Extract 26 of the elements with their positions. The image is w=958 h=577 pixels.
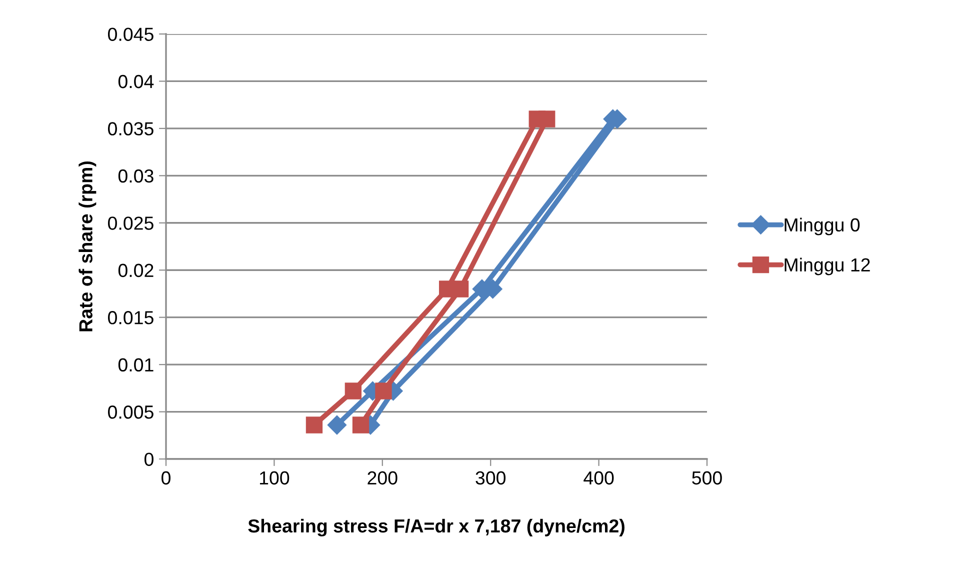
y-tick-label: 0.045 xyxy=(108,28,154,41)
x-tick-label: 100 xyxy=(260,471,290,485)
y-tick-label: 0.02 xyxy=(118,264,154,278)
y-tick-label: 0.005 xyxy=(108,405,154,419)
point xyxy=(327,415,346,435)
y-tick-label: 0.015 xyxy=(108,311,154,324)
legend-label: Minggu 0 xyxy=(784,218,860,236)
legend-label: Minggu 12 xyxy=(784,258,870,276)
point xyxy=(344,382,362,400)
point xyxy=(306,416,323,434)
y-tick-label: 0.025 xyxy=(108,216,154,230)
y-tick-label: 0.03 xyxy=(118,169,154,183)
point xyxy=(538,110,556,128)
point xyxy=(352,416,370,434)
point xyxy=(375,382,392,400)
y-tick-label: 0.035 xyxy=(108,122,154,136)
y-tick-label: 0.04 xyxy=(118,74,154,88)
x-axis-title: Shearing stress F/A=dr x 7,187 (dyne/cm2) xyxy=(248,518,624,536)
x-tick-label: 0 xyxy=(162,471,170,485)
y-axis-title: Rate of share (rpm) xyxy=(78,161,96,332)
x-tick-label: 500 xyxy=(692,471,722,485)
x-tick-label: 400 xyxy=(584,471,614,485)
y-tick-label: 0 xyxy=(144,452,154,466)
x-tick-label: 200 xyxy=(368,471,398,485)
y-tick-label: 0.01 xyxy=(118,358,154,372)
x-tick-label: 300 xyxy=(476,471,506,485)
